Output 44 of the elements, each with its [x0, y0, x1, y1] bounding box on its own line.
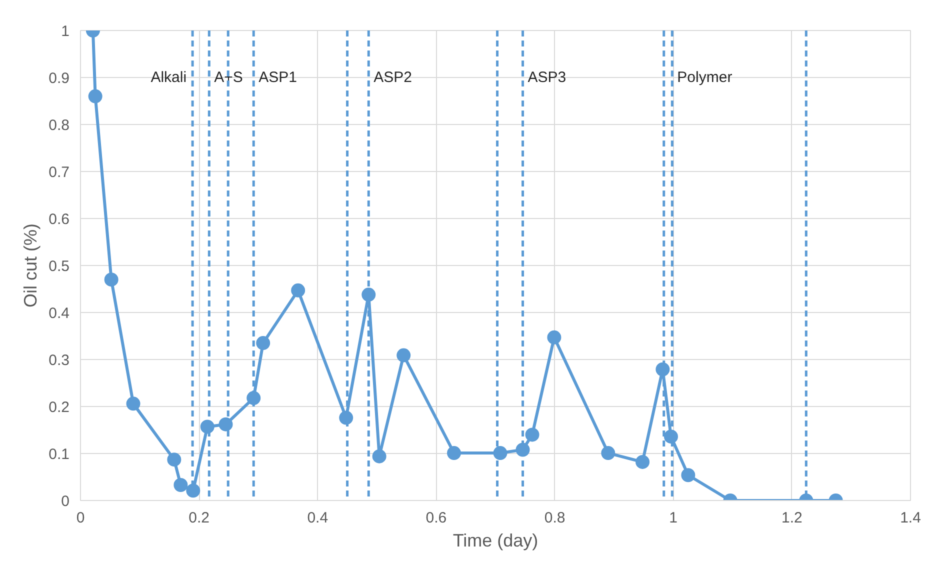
y-tick-label: 0.6 [48, 211, 70, 228]
x-axis-title: Time (day) [452, 530, 538, 550]
y-tick-label: 0.1 [48, 446, 70, 463]
y-tick-label: 0.7 [48, 164, 70, 181]
x-tick-label: 1 [669, 510, 678, 526]
ref-line-label: ASP2 [374, 69, 412, 86]
y-tick-label: 0.4 [48, 305, 70, 322]
point [636, 454, 650, 469]
ref-line-label: ASP3 [528, 69, 566, 86]
ref-line-label: Polymer [677, 69, 732, 86]
point [362, 288, 376, 302]
x-tick-label: 0 [76, 510, 85, 526]
point [493, 446, 508, 460]
y-tick-label: 0.9 [48, 70, 70, 87]
point [525, 428, 540, 442]
ref-line-label: A+S [214, 69, 243, 86]
point [126, 396, 140, 411]
x-tick-label: 1.4 [900, 510, 921, 526]
x-tick-label: 0.8 [544, 510, 566, 526]
point [88, 89, 102, 104]
y-tick-label: 0.8 [48, 117, 70, 134]
point [104, 272, 118, 287]
point [372, 449, 386, 464]
x-tick-label: 0.4 [307, 510, 328, 526]
ref-line-label: ASP1 [258, 69, 297, 86]
x-tick-label: 0.6 [426, 510, 447, 526]
y-axis-title: Oil cut (%) [20, 223, 41, 308]
point [681, 468, 696, 482]
point [256, 336, 270, 350]
point [291, 283, 306, 298]
y-tick-label: 0 [61, 493, 70, 510]
point [167, 452, 182, 467]
point [396, 348, 411, 362]
x-tick-label: 1.2 [782, 510, 802, 526]
point [447, 446, 461, 460]
point [547, 330, 562, 344]
y-tick-label: 0.3 [48, 352, 70, 369]
y-tick-label: 0.2 [48, 399, 70, 416]
point [601, 446, 616, 460]
y-tick-label: 1 [61, 23, 70, 40]
x-tick-label: 0.2 [188, 510, 210, 526]
ref-line-label: Alkali [150, 69, 187, 86]
point [174, 478, 188, 492]
y-tick-label: 0.5 [48, 258, 70, 275]
